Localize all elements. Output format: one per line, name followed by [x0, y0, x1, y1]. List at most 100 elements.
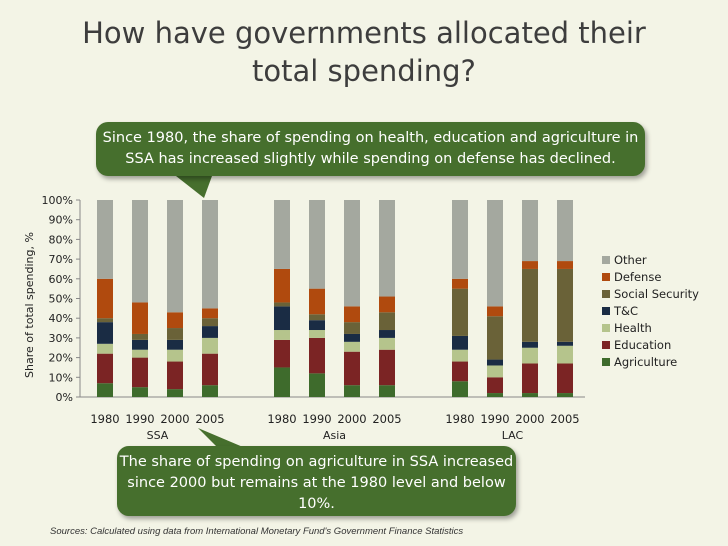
bar-segment — [309, 330, 325, 338]
bar-segment — [344, 351, 360, 386]
bar-segment — [487, 359, 503, 366]
bar-segment — [557, 200, 573, 262]
group-label: SSA — [147, 429, 169, 442]
bar-segment — [97, 318, 113, 323]
bar-segment — [452, 361, 468, 382]
bar-segment — [522, 363, 538, 394]
bar-segment — [202, 337, 218, 354]
bar-segment — [274, 200, 290, 269]
callout-bottom-pointer — [198, 428, 250, 450]
title-line-1: How have governments allocated their — [82, 16, 646, 50]
y-tick-label: 40% — [49, 312, 73, 325]
y-tick-label: 80% — [49, 233, 73, 246]
callout-bottom: The share of spending on agriculture in … — [117, 446, 516, 516]
bar-segment — [202, 353, 218, 386]
title-line-2: total spending? — [252, 54, 476, 88]
bar-segment — [97, 383, 113, 397]
bar-segment — [167, 389, 183, 397]
bar-segment — [97, 322, 113, 344]
bar-segment — [557, 393, 573, 397]
y-tick-label: 10% — [49, 371, 73, 384]
bar-segment — [344, 322, 360, 334]
legend-label: Social Security — [614, 287, 699, 301]
bar-segment — [379, 200, 395, 297]
y-tick-label: 20% — [49, 352, 73, 365]
bar-segment — [202, 318, 218, 327]
bar-segment — [344, 385, 360, 397]
bar-segment — [202, 385, 218, 397]
bar-segment — [379, 296, 395, 313]
bar-segment — [202, 326, 218, 338]
bar-segment — [97, 278, 113, 319]
bar-segment — [167, 339, 183, 350]
source-note: Sources: Calculated using data from Inte… — [50, 526, 464, 537]
legend-label: Agriculture — [614, 355, 677, 369]
bar-segment — [167, 200, 183, 313]
bar-segment — [557, 261, 573, 269]
bar-segment — [487, 393, 503, 397]
bar-segment — [379, 330, 395, 338]
bar-segment — [97, 200, 113, 279]
legend-label: Education — [614, 338, 671, 352]
bar-segment — [132, 302, 148, 334]
bar-segment — [309, 373, 325, 397]
bar-segment — [132, 387, 148, 397]
bar-segment — [344, 333, 360, 342]
legend-swatch — [602, 358, 610, 366]
x-tick-label: 1980 — [90, 412, 119, 426]
callout-top: Since 1980, the share of spending on hea… — [96, 122, 645, 176]
group-label: Asia — [323, 429, 346, 442]
bar-segment — [274, 330, 290, 340]
bar-segment — [452, 200, 468, 279]
bar-segment — [202, 308, 218, 319]
x-tick-label: 2000 — [515, 412, 544, 426]
bar-segment — [487, 316, 503, 360]
bar-segment — [557, 268, 573, 342]
x-tick-label: 1990 — [302, 412, 331, 426]
y-tick-label: 60% — [49, 273, 73, 286]
bar-segment — [274, 339, 290, 368]
bar-segment — [132, 349, 148, 358]
legend-label: Defense — [614, 270, 661, 284]
bar-segment — [132, 333, 148, 340]
bar-segment — [557, 341, 573, 346]
bar-segment — [132, 357, 148, 388]
bar-segment — [344, 341, 360, 352]
y-tick-label: 50% — [49, 293, 73, 306]
y-tick-label: 70% — [49, 253, 73, 266]
x-tick-label: 2005 — [195, 412, 224, 426]
bar-segment — [167, 361, 183, 390]
x-tick-label: 1990 — [125, 412, 154, 426]
bar-segment — [309, 320, 325, 331]
bar-segment — [274, 268, 290, 303]
bar-segment — [97, 343, 113, 354]
bar-segment — [522, 341, 538, 348]
bar-segment — [309, 200, 325, 289]
bar-segment — [309, 288, 325, 315]
bar-segment — [132, 339, 148, 350]
bar-segment — [344, 306, 360, 323]
bar-segment — [132, 200, 148, 303]
bar-segment — [202, 200, 218, 309]
callout-top-pointer — [176, 176, 212, 198]
legend-swatch — [602, 307, 610, 315]
bar-segment — [379, 349, 395, 386]
bar-segment — [274, 302, 290, 307]
bar-segment — [379, 385, 395, 397]
bar-segment — [522, 268, 538, 342]
bar-segment — [274, 306, 290, 331]
bar-segment — [452, 381, 468, 397]
x-tick-label: 2000 — [337, 412, 366, 426]
bar-segment — [522, 200, 538, 262]
legend-swatch — [602, 341, 610, 349]
legend-label: Other — [614, 253, 647, 267]
legend-label: T&C — [613, 304, 638, 318]
bar-segment — [557, 363, 573, 394]
bar-segment — [487, 306, 503, 317]
y-tick-label: 90% — [49, 214, 73, 227]
bar-segment — [452, 349, 468, 362]
bar-segment — [487, 365, 503, 378]
bar-segment — [379, 312, 395, 331]
group-label: LAC — [502, 429, 524, 442]
